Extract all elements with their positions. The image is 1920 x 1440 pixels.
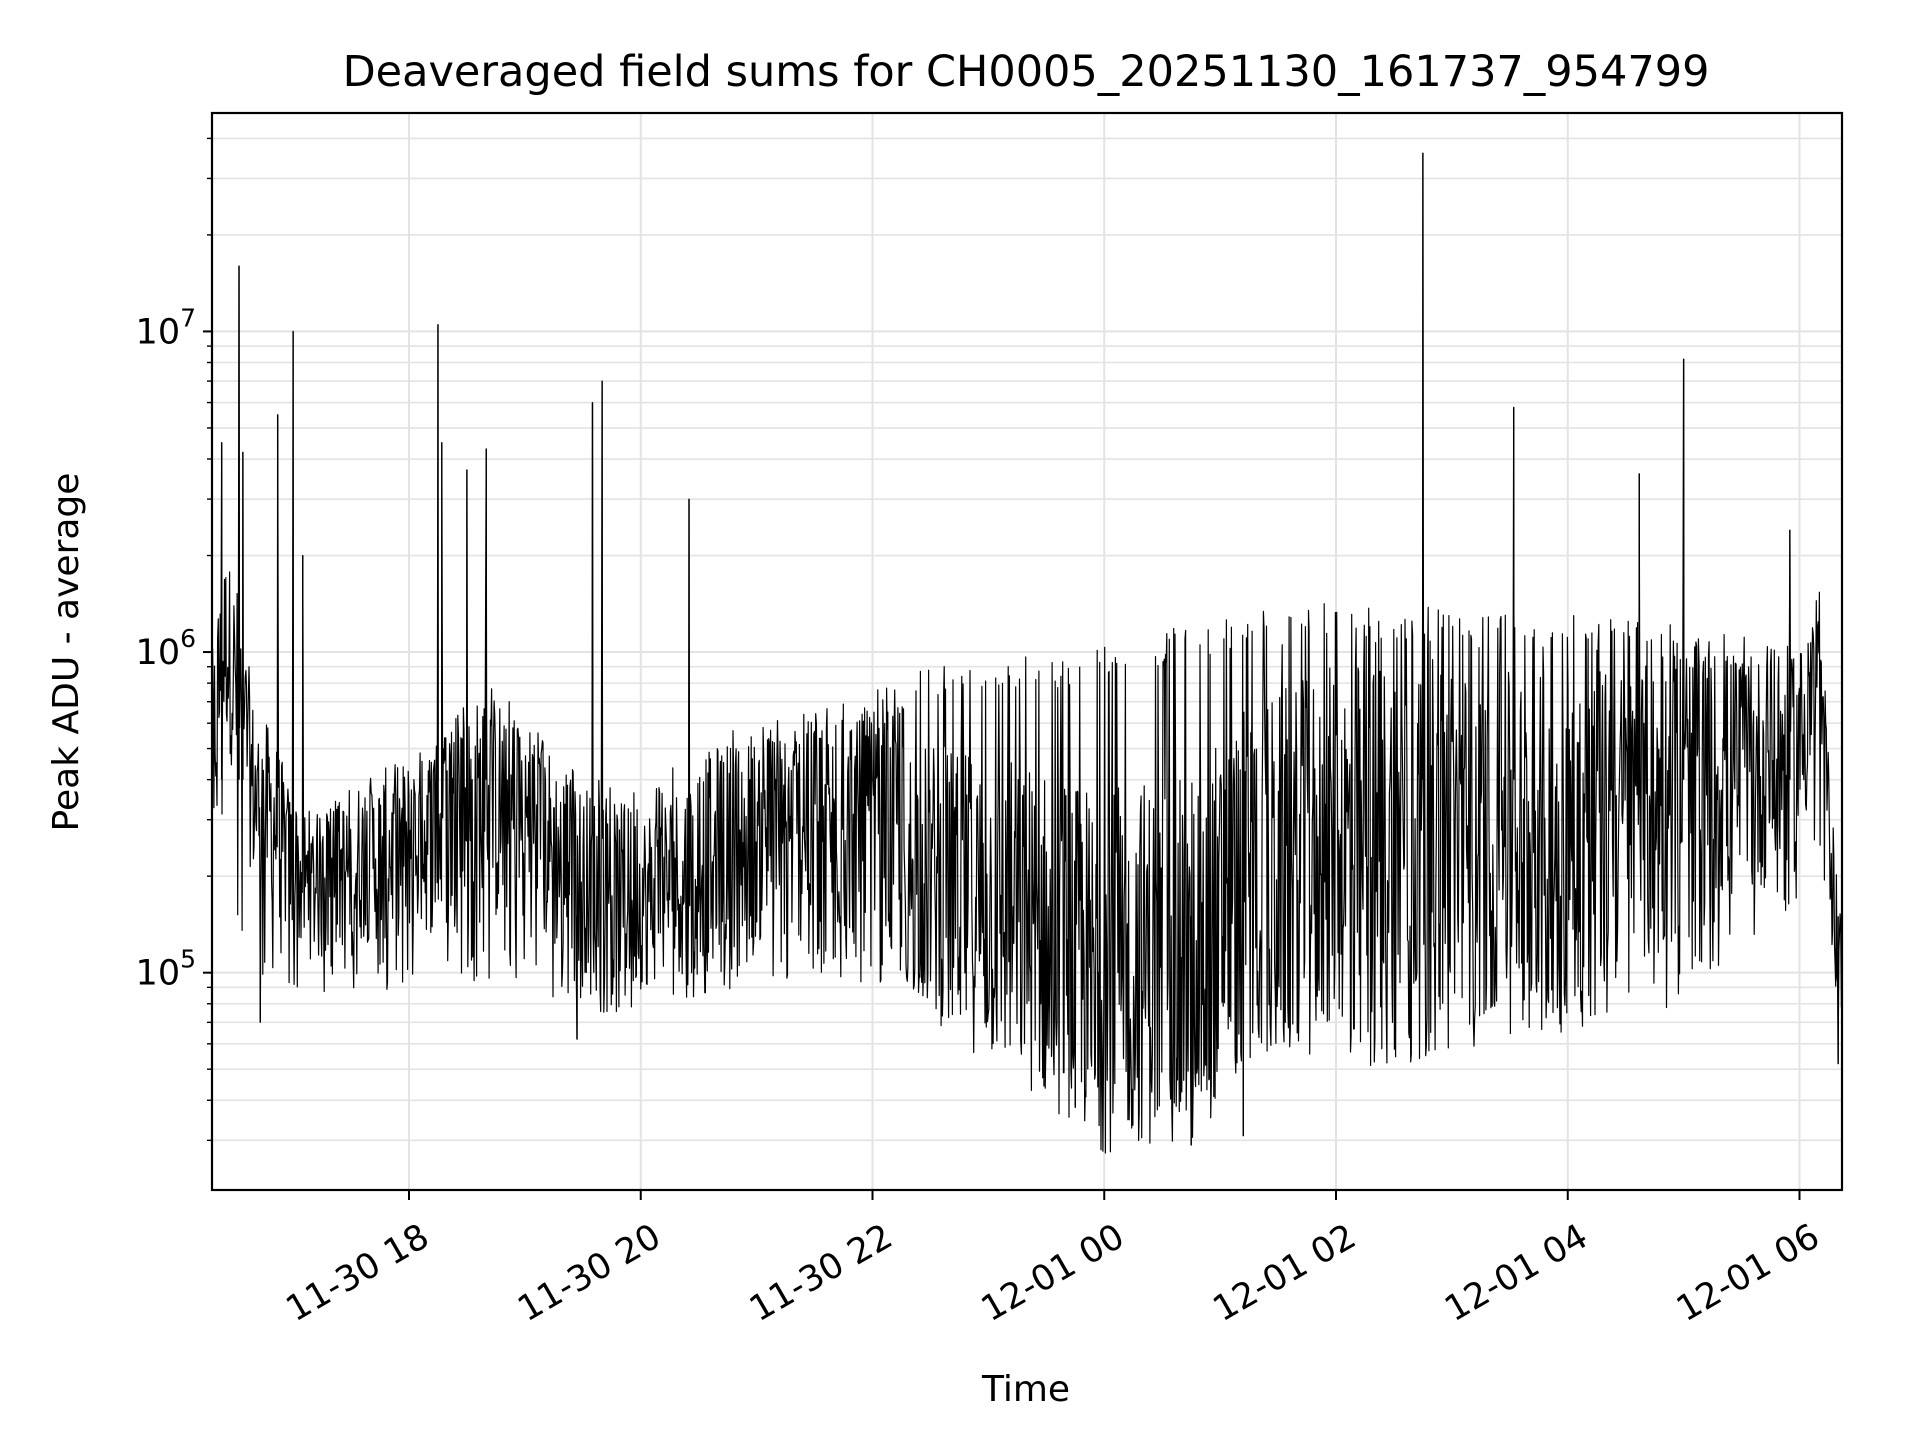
y-tick-exponent: 7 [180,303,196,332]
x-axis-label: Time [981,1369,1070,1410]
y-tick-label: 105 [136,945,196,994]
data-series [211,152,1843,1154]
y-tick-label: 107 [136,303,196,352]
chart-title: Deaveraged field sums for CH0005_2025113… [343,47,1710,97]
y-tick-label: 106 [136,624,196,673]
y-tick-base: 10 [136,312,181,352]
y-tick-exponent: 6 [180,624,196,653]
y-tick-base: 10 [136,954,181,994]
y-tick-exponent: 5 [180,945,196,974]
y-axis-label: Peak ADU - average [46,473,87,832]
series-line [211,152,1843,1154]
y-tick-base: 10 [136,633,181,673]
